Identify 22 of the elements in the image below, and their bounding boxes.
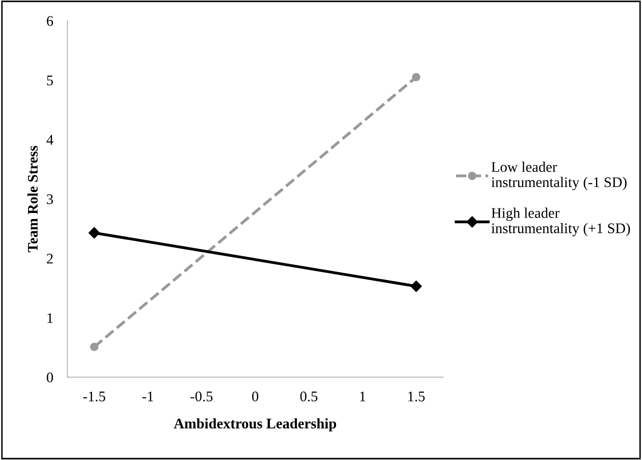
x-tick-label: 1 (360, 392, 366, 402)
legend-label: High leader instrumentality (+1 SD) (491, 208, 630, 236)
x-tick-label: 1.5 (408, 392, 425, 402)
y-tick-label: 4 (46, 134, 54, 145)
x-tick-label: 0.5 (300, 392, 318, 402)
y-axis-title: Team Role Stress (27, 146, 38, 252)
x-tick-label: -0.5 (190, 392, 213, 402)
y-tick-label: 5 (47, 76, 53, 86)
point (410, 280, 422, 292)
point (412, 72, 420, 82)
y-tick-label: 0 (46, 372, 53, 382)
y-tick-label: 3 (46, 194, 53, 204)
legend-label: Low leader instrumentality (-1 SD) (491, 162, 627, 190)
y-tick-label: 1 (48, 313, 53, 323)
x-tick-label: -1.5 (83, 392, 106, 402)
y-tick-label: 2 (46, 254, 53, 264)
x-tick-label: 0 (252, 392, 258, 402)
y-tick-label: 6 (46, 16, 54, 26)
x-tick-label: -1 (142, 392, 154, 402)
x-axis-title: Ambidextrous Leadership (174, 418, 336, 432)
point (88, 227, 100, 238)
point (90, 342, 98, 352)
